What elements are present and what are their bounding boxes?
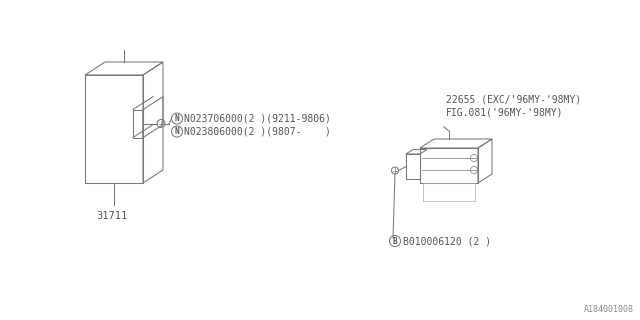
Text: N023806000(2 )(9807-    ): N023806000(2 )(9807- ): [184, 127, 331, 137]
Text: A184001008: A184001008: [584, 305, 634, 314]
Text: N023706000(2 )(9211-9806): N023706000(2 )(9211-9806): [184, 114, 331, 124]
Text: N: N: [175, 127, 179, 136]
Text: N: N: [175, 114, 179, 123]
Text: B: B: [393, 236, 397, 245]
Text: B010006120 (2 ): B010006120 (2 ): [403, 236, 491, 246]
Text: 31711: 31711: [97, 211, 127, 221]
Text: 22655 (EXC/'96MY-'98MY)
FIG.081('96MY-'98MY): 22655 (EXC/'96MY-'98MY) FIG.081('96MY-'9…: [446, 95, 581, 117]
